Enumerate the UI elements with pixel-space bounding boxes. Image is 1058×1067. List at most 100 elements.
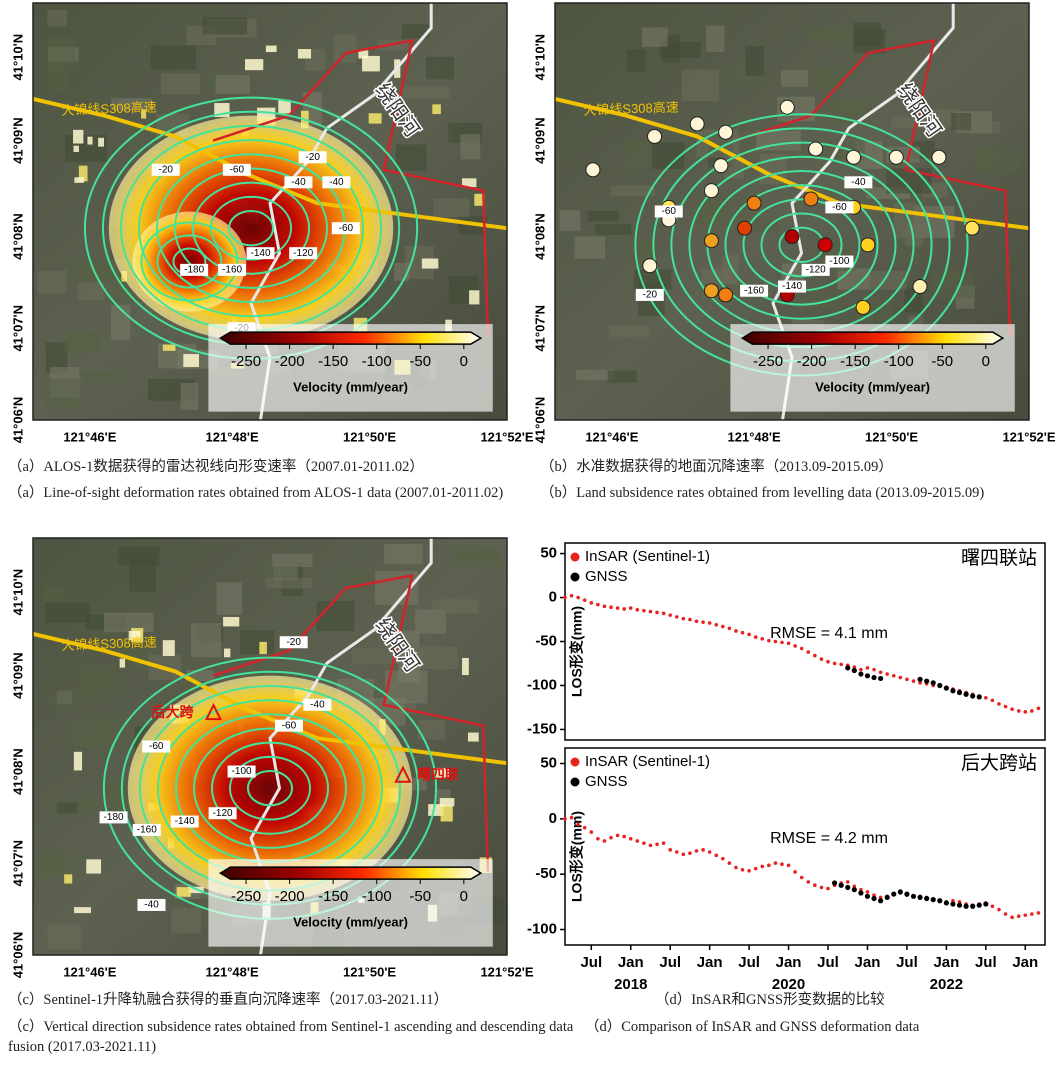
field-patch [151, 45, 196, 69]
contour-label: -20 [643, 290, 658, 301]
field-patch [57, 691, 72, 704]
data-point [655, 611, 659, 615]
x-tick-label: Jul [659, 954, 681, 971]
data-point [905, 678, 909, 682]
lat-tick-label: 41°07'N [10, 840, 25, 887]
contour-label: -160 [137, 825, 157, 836]
field-patch [461, 134, 481, 159]
data-point [892, 674, 896, 678]
data-point [806, 650, 810, 654]
data-point [937, 898, 942, 903]
lat-tick-label: 41°09'N [10, 652, 25, 699]
pixel-patch [245, 59, 263, 70]
caption-zh: （d）InSAR和GNSS形变数据的比较 [655, 990, 1055, 1010]
data-point [800, 876, 804, 880]
place-label: 后大跨 [152, 704, 195, 720]
rmse-annotation: RMSE = 4.2 mm [770, 830, 888, 847]
caption-zh: （a）ALOS-1数据获得的雷达视线向形变速率（2007.01-2011.02） [8, 457, 538, 477]
pixel-patch [163, 345, 176, 351]
data-point [891, 891, 896, 896]
data-point [826, 887, 830, 891]
data-point [977, 903, 982, 908]
field-patch [38, 271, 67, 294]
field-patch [161, 73, 200, 94]
contour-label: -120 [806, 265, 826, 276]
x-tick-label: Jul [975, 954, 997, 971]
field-patch [317, 601, 355, 631]
field-patch [43, 586, 64, 602]
data-point [576, 823, 580, 827]
pixel-patch [120, 659, 125, 668]
field-patch [274, 564, 298, 581]
levelling-point [704, 284, 718, 298]
data-point [813, 654, 817, 658]
data-point [787, 864, 791, 868]
field-patch [706, 26, 724, 52]
levelling-point [719, 125, 733, 139]
data-point [899, 676, 903, 680]
contour-label: -160 [744, 285, 764, 296]
contour-label: -180 [104, 812, 124, 823]
map-panel: -40-60-60-100-120-140-160-20大锦线S308高速绕阳河… [532, 3, 1055, 444]
levelling-point [856, 300, 870, 314]
field-patch [78, 283, 104, 301]
data-point [688, 618, 692, 622]
contour-label: -40 [851, 177, 866, 188]
data-point [1023, 913, 1027, 917]
contour-label: -40 [310, 699, 325, 710]
levelling-point [818, 238, 832, 252]
data-point [997, 702, 1001, 706]
pixel-patch [440, 798, 455, 806]
data-point [649, 844, 653, 848]
pixel-patch [223, 617, 239, 626]
data-point [931, 897, 936, 902]
data-point [695, 619, 699, 623]
rmse-annotation: RMSE = 4.1 mm [770, 625, 888, 642]
data-point [695, 849, 699, 853]
data-point [963, 692, 968, 697]
data-point [924, 678, 929, 683]
data-point [780, 641, 784, 645]
lat-tick-label: 41°08'N [10, 748, 25, 795]
contour-label: -100 [232, 766, 252, 777]
field-patch [426, 57, 454, 80]
field-patch [560, 210, 581, 231]
data-point [662, 612, 666, 616]
data-point [937, 683, 942, 688]
field-patch [595, 224, 631, 235]
colorbar [220, 867, 480, 879]
data-point [767, 639, 771, 643]
colorbar-tick-label: -50 [931, 353, 953, 370]
lat-tick-label: 41°08'N [10, 213, 25, 260]
x-tick-label: Jan [933, 954, 959, 971]
lat-tick-label: 41°06'N [10, 932, 25, 979]
field-patch [608, 370, 637, 382]
pixel-patch [87, 137, 92, 145]
data-point [871, 896, 876, 901]
pixel-patch [298, 49, 311, 58]
data-point [708, 850, 712, 854]
data-point [675, 615, 679, 619]
levelling-point [643, 259, 657, 273]
y-tick-label: 50 [540, 545, 557, 562]
data-point [662, 841, 666, 845]
place-label: 曙四联 [417, 766, 460, 782]
field-patch [216, 75, 250, 94]
levelling-point [747, 196, 761, 210]
data-point [1037, 707, 1041, 711]
field-patch [951, 113, 971, 130]
field-patch [575, 236, 605, 258]
data-point [649, 610, 653, 614]
pixel-patch [177, 887, 191, 897]
colorbar-tick-label: -150 [318, 888, 348, 905]
lat-tick-label: 41°08'N [532, 213, 547, 260]
pixel-patch [163, 640, 175, 656]
caption-en: （d）Comparison of InSAR and GNSS deformat… [585, 1017, 1055, 1037]
data-point [603, 605, 607, 609]
field-patch [609, 325, 650, 336]
map-panel: -20-40-60-60-100-120-140-160-180-40大锦线S3… [10, 538, 533, 979]
levelling-point [847, 150, 861, 164]
data-point [642, 841, 646, 845]
data-point [774, 861, 778, 865]
lon-tick-label: 121°50'E [343, 429, 396, 444]
